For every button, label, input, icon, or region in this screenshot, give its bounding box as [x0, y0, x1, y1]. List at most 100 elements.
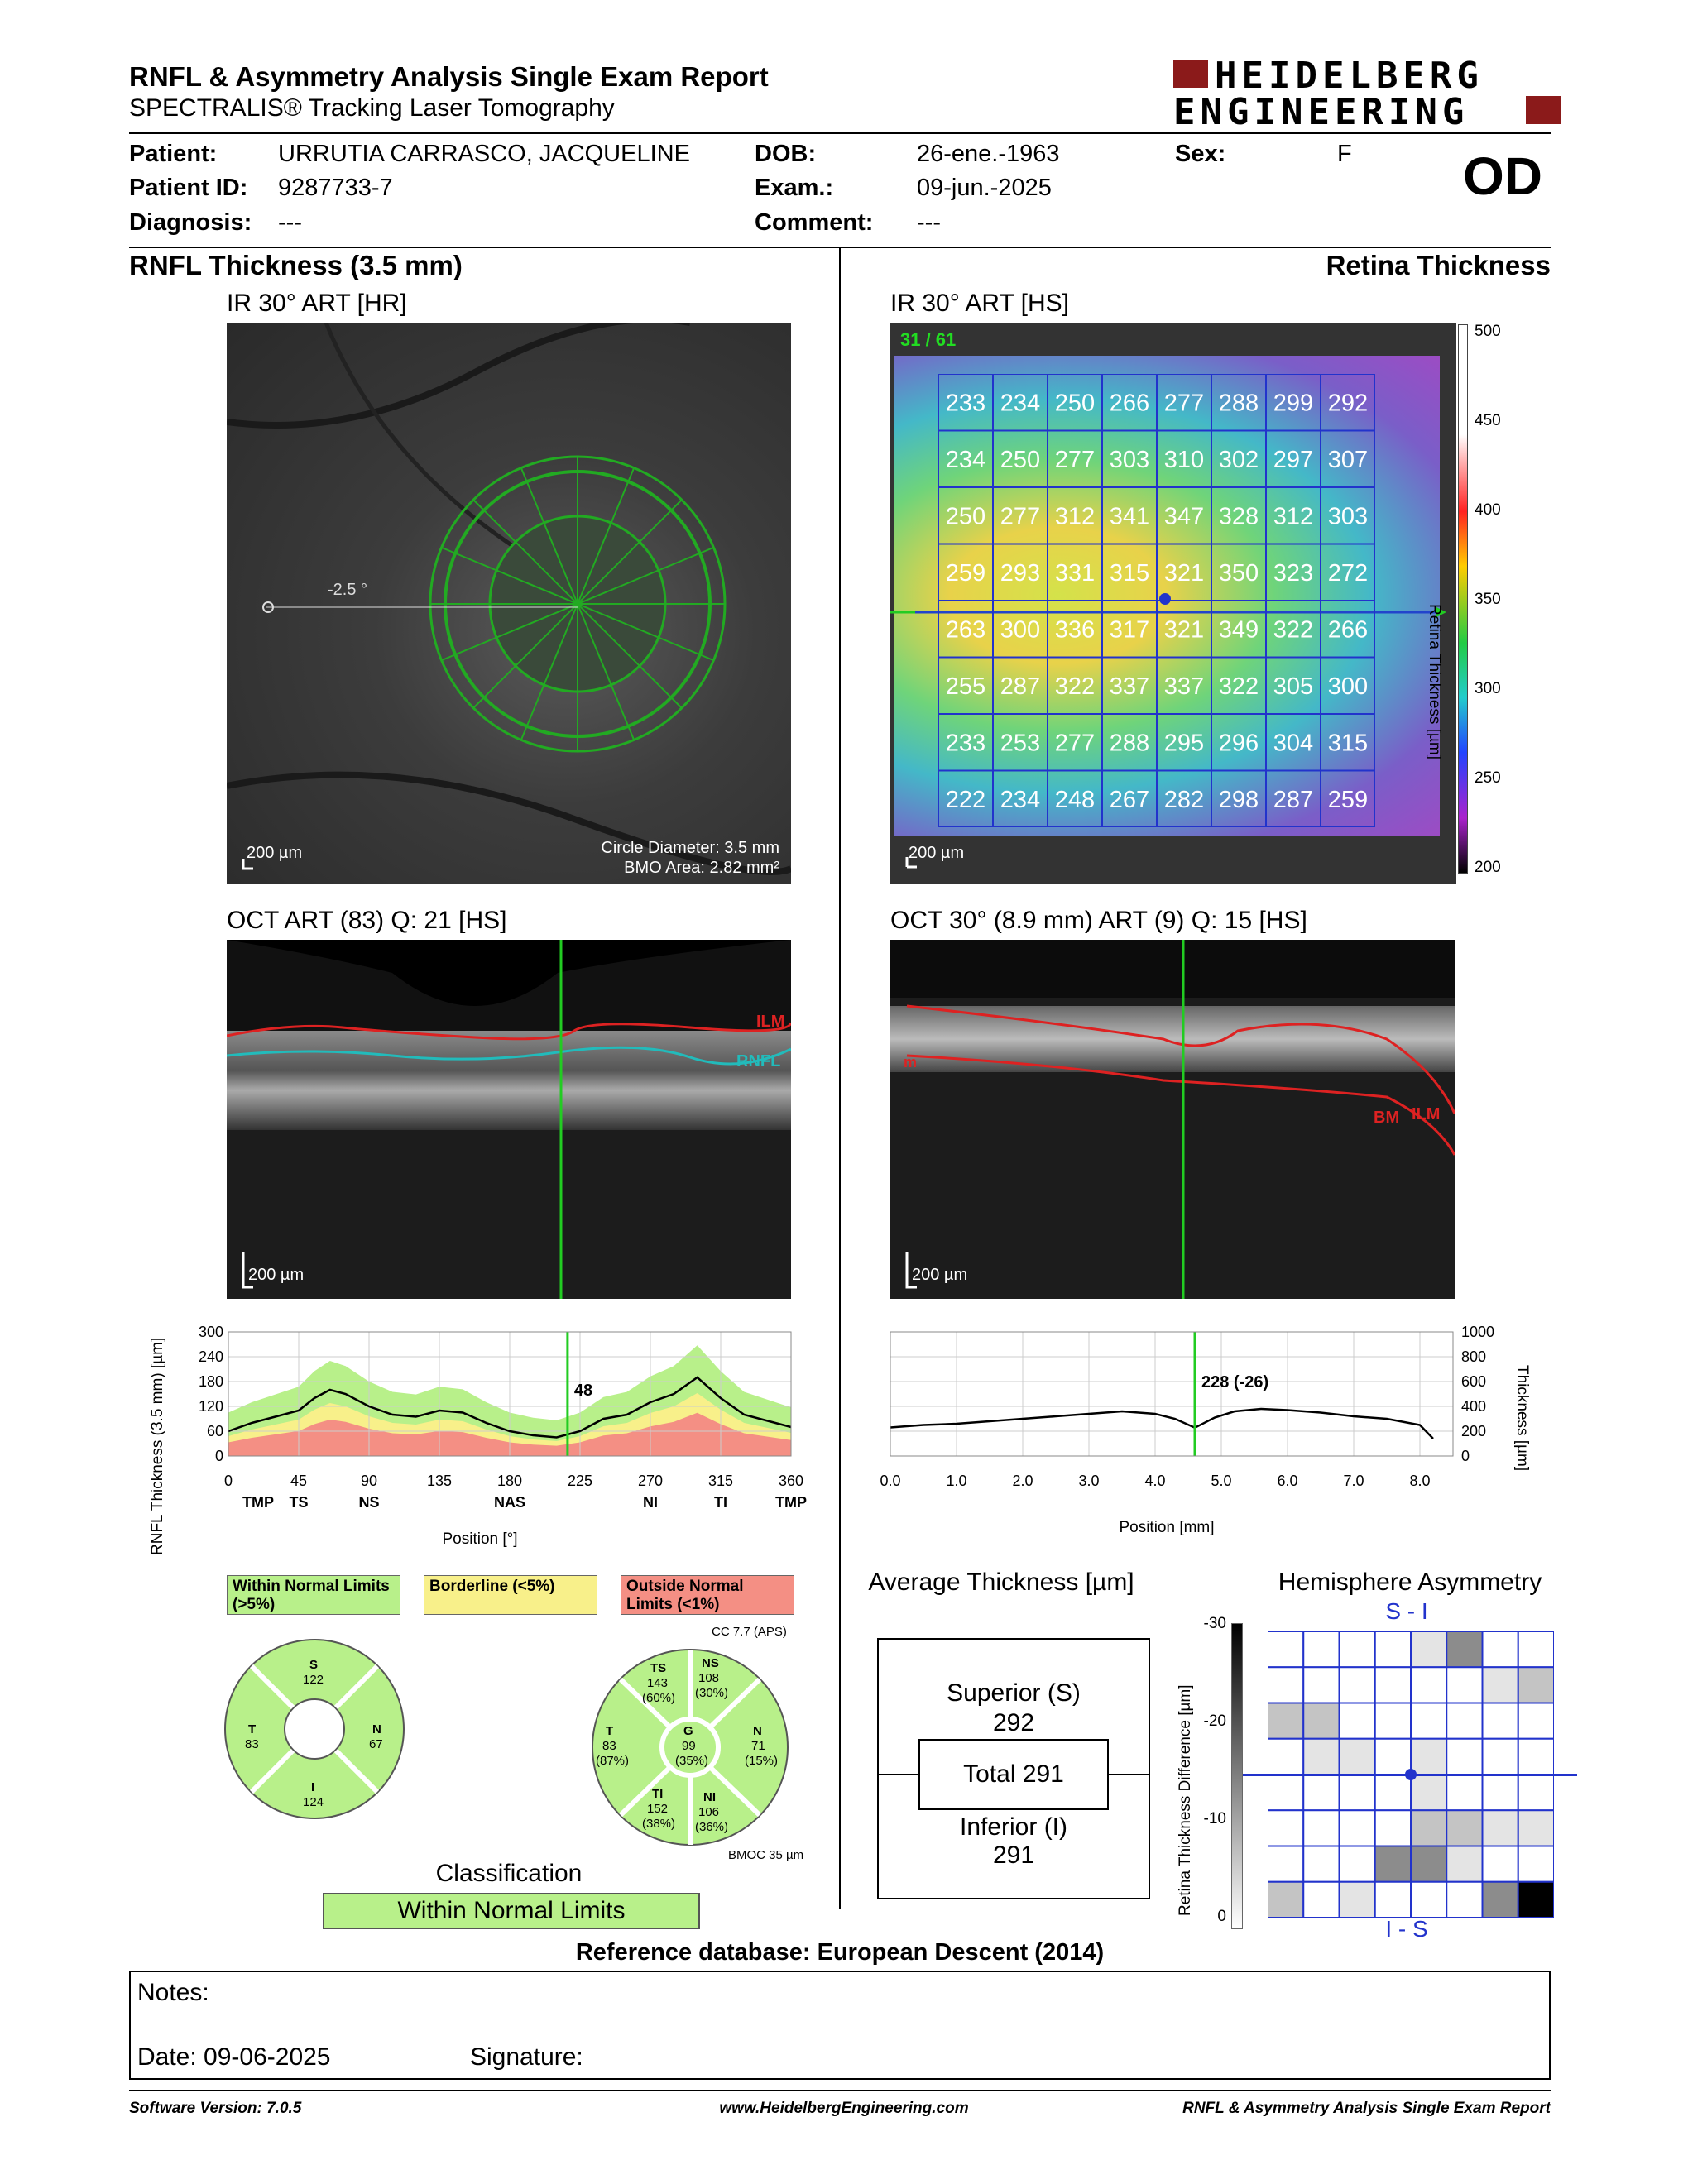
- asym-fovea-marker: [1405, 1769, 1417, 1780]
- sector-ni-label: NI: [703, 1790, 716, 1804]
- retina-xtick: 4.0: [1144, 1473, 1165, 1489]
- rnfl-xtick: 135: [427, 1473, 452, 1489]
- colorbar-tick: 450: [1475, 412, 1501, 429]
- asym-cell: [1374, 1737, 1412, 1775]
- asym-cell: [1446, 1809, 1484, 1847]
- retina-ytick: 800: [1461, 1348, 1486, 1365]
- date-label: Date: 09-06-2025: [137, 2043, 331, 2071]
- rnfl-ytick: 0: [215, 1448, 223, 1464]
- diagnosis-value: ---: [278, 209, 302, 236]
- retina-xtick: 2.0: [1012, 1473, 1033, 1489]
- sector-ns-label: NS: [702, 1656, 719, 1670]
- rnfl-ytick: 120: [199, 1398, 223, 1415]
- asym-cell: [1481, 1702, 1519, 1740]
- grid-cell-value: 248: [1055, 787, 1095, 813]
- grid-cell-value: 234: [946, 447, 985, 473]
- rnfl-series-line: [228, 1376, 792, 1439]
- asym-cell: [1302, 1737, 1340, 1775]
- asym-scale-bar: [1231, 1623, 1243, 1929]
- grid-cell-value: 322: [1055, 673, 1095, 700]
- signature-label: Signature:: [470, 2043, 583, 2071]
- quad-n-label: N: [372, 1722, 381, 1736]
- grid-cell-value: 250: [1055, 390, 1095, 416]
- retina-profile-ylabel: Thickness [µm]: [1513, 1365, 1531, 1472]
- grid-cell-value: 266: [1328, 616, 1368, 643]
- quad-i-value: 124: [303, 1795, 324, 1809]
- grid-cell-value: 255: [946, 673, 985, 700]
- report-subtitle: SPECTRALIS® Tracking Laser Tomography: [129, 94, 615, 122]
- asym-cell: [1338, 1702, 1376, 1740]
- sex-value: F: [1337, 141, 1352, 167]
- left-oct-scale: 200 µm: [248, 1266, 305, 1284]
- asym-tick: -20: [1203, 1712, 1226, 1730]
- patient-id: 9287733-7: [278, 175, 393, 201]
- grid-cell-value: 312: [1273, 503, 1313, 529]
- asym-cell: [1517, 1666, 1555, 1704]
- asym-cell: [1338, 1845, 1376, 1883]
- grid-cell-value: 315: [1328, 730, 1368, 756]
- asym-cell: [1302, 1880, 1340, 1918]
- sector-n-label: N: [753, 1724, 762, 1738]
- right-m-label: m: [904, 1054, 918, 1070]
- comment-value: ---: [917, 209, 941, 236]
- grid-cell-value: 298: [1219, 787, 1259, 813]
- asym-cell: [1374, 1845, 1412, 1883]
- sector-ti-label: TI: [652, 1787, 664, 1801]
- retina-series-line: [890, 1407, 1434, 1439]
- sector-ts-pct: (60%): [642, 1691, 676, 1705]
- right-ir-title: IR 30° ART [HS]: [890, 290, 1069, 317]
- right-bm-label: BM: [1374, 1109, 1400, 1127]
- grid-cell-value: 307: [1328, 447, 1368, 473]
- six-sector-chart: TS 143 (60%) NS 108 (30%) T 83 (87%) G 9…: [587, 1646, 793, 1848]
- grid-cell-value: 233: [946, 390, 985, 416]
- asym-cell: [1374, 1666, 1412, 1704]
- retina-profile-chart: 1000 800 600 400 200 0 0.0 1.0 2.0 3.0 4.0 5.0 6.0 7.…: [877, 1324, 1539, 1564]
- rnfl-sector-label: NI: [643, 1494, 658, 1511]
- legend-within-normal: Within Normal Limits (>5%): [227, 1575, 400, 1615]
- asym-top-label: S - I: [1385, 1598, 1428, 1624]
- grid-cell-value: 300: [1328, 673, 1368, 700]
- grid-cell-value: 322: [1219, 673, 1259, 700]
- sector-g-value: 99: [682, 1739, 696, 1753]
- inferior-value: 291: [992, 1842, 1035, 1869]
- sector-ts-value: 143: [647, 1676, 669, 1690]
- colorbar-tick: 250: [1475, 769, 1501, 787]
- asym-cell: [1267, 1737, 1305, 1775]
- grid-cell-value: 315: [1110, 560, 1149, 587]
- rnfl-thickness-chart: 300 240 180 120 60 0 0 45 90 135 180 225 270 315 360 TM…: [149, 1324, 811, 1564]
- grid-cell-value: 288: [1110, 730, 1149, 756]
- asym-cell: [1517, 1737, 1555, 1775]
- patient-id-label: Patient ID:: [129, 175, 248, 201]
- legend-borderline: Borderline (<5%): [424, 1575, 597, 1615]
- avg-thickness-title: Average Thickness [µm]: [868, 1569, 1134, 1596]
- notes-box: Notes: Date: 09-06-2025 Signature:: [129, 1971, 1551, 2080]
- asym-cell: [1267, 1702, 1305, 1740]
- rnfl-xtick: 360: [779, 1473, 803, 1489]
- grid-cell-value: 305: [1273, 673, 1313, 700]
- sector-n-value: 71: [751, 1739, 765, 1753]
- superior-label: Superior (S): [947, 1679, 1081, 1707]
- website-link[interactable]: www.HeidelbergEngineering.com: [719, 2100, 969, 2117]
- thickness-grid: 233 234 250 266 277 288 299 292 234 250 277 303 310 3…: [938, 374, 1375, 827]
- dob-value: 26-ene.-1963: [917, 141, 1060, 167]
- grid-cell-value: 250: [946, 503, 985, 529]
- colorbar-tick: 400: [1475, 501, 1501, 519]
- grid-cell-value: 328: [1219, 503, 1259, 529]
- colorbar-tick: 500: [1475, 323, 1501, 340]
- asym-tick: -30: [1203, 1615, 1226, 1632]
- asym-cell: [1302, 1774, 1340, 1812]
- sector-n-pct: (15%): [745, 1754, 779, 1768]
- rnfl-sector-label: TI: [714, 1494, 727, 1511]
- grid-cell-value: 277: [1164, 390, 1204, 416]
- grid-cell-value: 317: [1110, 616, 1149, 643]
- ir-fundus-image: -2.5 ° 200 µm Circle Diameter: 3.5 mm BM…: [227, 323, 791, 884]
- rnfl-xtick: 315: [708, 1473, 733, 1489]
- cc-label: CC 7.7 (APS): [712, 1625, 787, 1639]
- legend-outside-normal: Outside Normal Limits (<1%): [621, 1575, 794, 1615]
- asym-cell: [1410, 1774, 1448, 1812]
- rnfl-xtick: 225: [568, 1473, 592, 1489]
- rnfl-xtick: 0: [224, 1473, 233, 1489]
- right-oct-title: OCT 30° (8.9 mm) ART (9) Q: 15 [HS]: [890, 907, 1307, 934]
- asym-cell: [1410, 1809, 1448, 1847]
- retina-thickness-map: 31 / 61 200 µm 233 234 250 266 277 288 299 292 2…: [890, 323, 1456, 884]
